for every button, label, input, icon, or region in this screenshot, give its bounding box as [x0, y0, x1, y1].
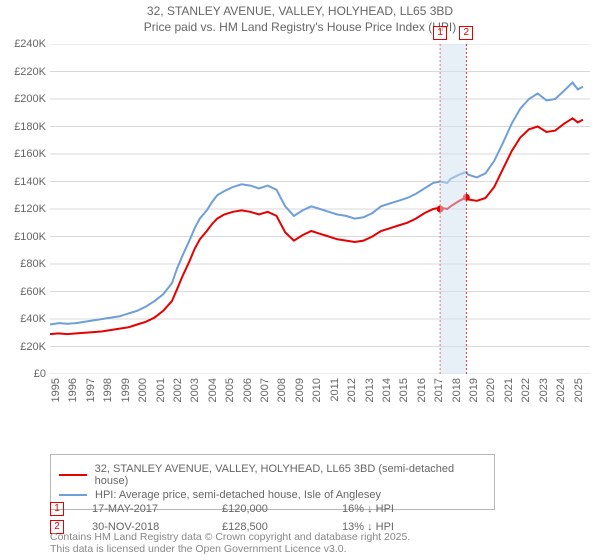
transaction-date: 17-MAY-2017: [92, 503, 222, 515]
y-tick: £160K: [0, 148, 46, 160]
legend-swatch: [59, 494, 87, 496]
y-tick: £80K: [0, 258, 46, 270]
legend-item: HPI: Average price, semi-detached house,…: [59, 489, 486, 501]
marker-box: 2: [459, 26, 473, 40]
y-tick: £140K: [0, 176, 46, 188]
y-tick: £100K: [0, 231, 46, 243]
y-tick: £220K: [0, 66, 46, 78]
chart-title: 32, STANLEY AVENUE, VALLEY, HOLYHEAD, LL…: [0, 0, 600, 35]
y-tick: £20K: [0, 341, 46, 353]
legend-label: 32, STANLEY AVENUE, VALLEY, HOLYHEAD, LL…: [95, 463, 486, 487]
caption-line-1: Contains HM Land Registry data © Crown c…: [50, 531, 410, 544]
caption: Contains HM Land Registry data © Crown c…: [50, 531, 410, 556]
y-tick: £0: [0, 368, 46, 380]
title-line-2: Price paid vs. HM Land Registry's House …: [0, 20, 600, 36]
y-tick: £180K: [0, 121, 46, 133]
caption-line-2: This data is licensed under the Open Gov…: [50, 543, 410, 556]
legend-label: HPI: Average price, semi-detached house,…: [95, 489, 381, 501]
legend-item: 32, STANLEY AVENUE, VALLEY, HOLYHEAD, LL…: [59, 463, 486, 487]
highlight-band: [440, 44, 466, 374]
y-tick: £40K: [0, 313, 46, 325]
transaction-row: 1 17-MAY-2017£120,00016% ↓ HPI: [50, 502, 550, 516]
line-chart: [50, 44, 590, 374]
legend-swatch: [59, 474, 87, 476]
title-line-1: 32, STANLEY AVENUE, VALLEY, HOLYHEAD, LL…: [0, 4, 600, 20]
chart-area: £0£20K£40K£60K£80K£100K£120K£140K£160K£1…: [50, 44, 590, 414]
transaction-price: £120,000: [222, 503, 342, 515]
x-tick: 2025: [573, 378, 600, 402]
transaction-marker-box: 1: [50, 502, 64, 516]
transaction-diff: 16% ↓ HPI: [342, 503, 452, 515]
y-tick: £200K: [0, 93, 46, 105]
y-tick: £240K: [0, 38, 46, 50]
y-tick: £120K: [0, 203, 46, 215]
marker-box: 1: [433, 26, 447, 40]
y-tick: £60K: [0, 286, 46, 298]
